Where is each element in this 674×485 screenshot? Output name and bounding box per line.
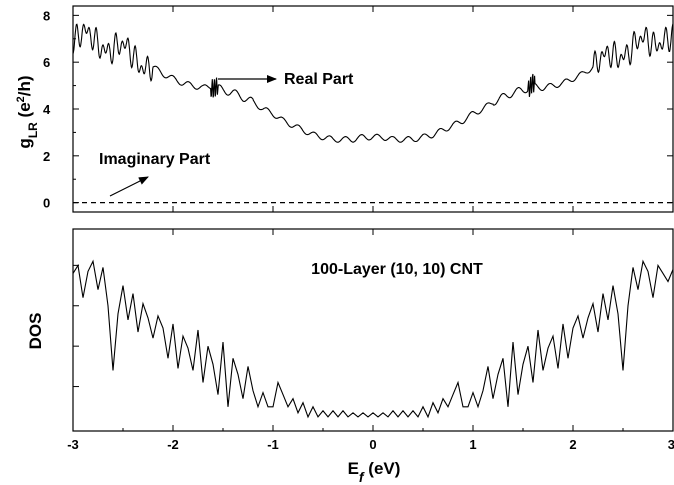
bottom-x-tick-label: 3 [668,437,674,452]
bottom-x-tick-label: 1 [469,437,476,452]
top-y-tick-label: 0 [43,196,50,211]
top-y-tick-label: 4 [43,102,51,117]
imaginary-part-label: Imaginary Part [99,151,211,168]
bottom-x-tick-label: -3 [67,437,79,452]
top-y-tick-label: 8 [43,8,50,23]
top-y-axis-label: gLR (e2/h) [15,75,40,148]
bottom-axis-ticks: -3 -2 -1 0 1 2 3 [67,229,674,452]
dos-panel-title: 100-Layer (10, 10) CNT [311,261,483,278]
bottom-y-axis-label: DOS [26,313,45,350]
top-panel-frame [72,5,674,213]
x-axis-label: Ef (eV) [348,459,401,485]
imaginary-part-arrow [109,176,149,197]
bottom-x-tick-label: 2 [569,437,576,452]
top-axis-ticks: 0 2 4 6 8 [43,6,674,212]
bottom-x-tick-label: -2 [167,437,179,452]
bottom-x-tick-label: 0 [369,437,376,452]
dos-line [72,259,674,419]
bottom-x-tick-label: -1 [267,437,279,452]
real-part-line [72,23,674,143]
real-part-label: Real Part [284,71,354,88]
top-y-tick-label: 2 [43,149,50,164]
top-y-tick-label: 6 [43,55,50,70]
